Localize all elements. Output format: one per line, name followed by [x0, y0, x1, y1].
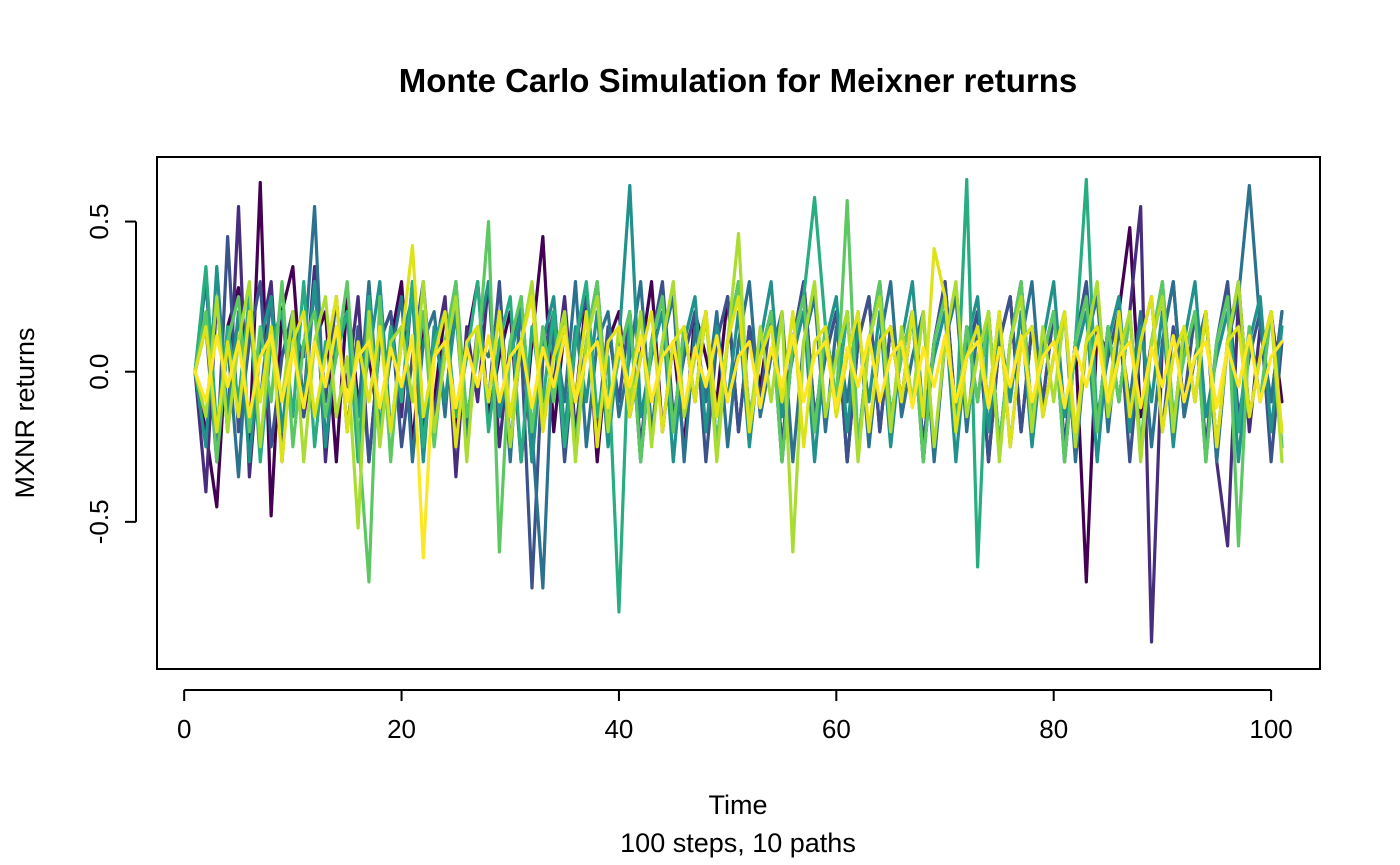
- x-tick-label: 100: [1249, 714, 1292, 744]
- x-tick-label: 0: [177, 714, 191, 744]
- x-tick-label: 40: [604, 714, 633, 744]
- y-axis: -0.5 0.0 0.5: [84, 203, 137, 544]
- x-axis-label: Time: [709, 790, 768, 820]
- chart-title: Monte Carlo Simulation for Meixner retur…: [399, 62, 1077, 99]
- series-line-8: [193, 231, 1284, 554]
- x-axis: 0 20 40 60 80 100: [177, 689, 1293, 744]
- y-tick-label: 0.5: [84, 203, 114, 239]
- plot-frame: [156, 156, 1321, 670]
- y-axis-label: MXNR returns: [10, 327, 40, 498]
- y-tick-label: 0.0: [84, 354, 114, 390]
- x-tick-label: 20: [387, 714, 416, 744]
- x-tick-label: 60: [822, 714, 851, 744]
- series-group: [193, 177, 1284, 644]
- y-tick-label: -0.5: [84, 499, 114, 544]
- x-tick-label: 80: [1039, 714, 1068, 744]
- x-axis-sublabel: 100 steps, 10 paths: [620, 828, 856, 858]
- series-line-10: [193, 325, 1284, 560]
